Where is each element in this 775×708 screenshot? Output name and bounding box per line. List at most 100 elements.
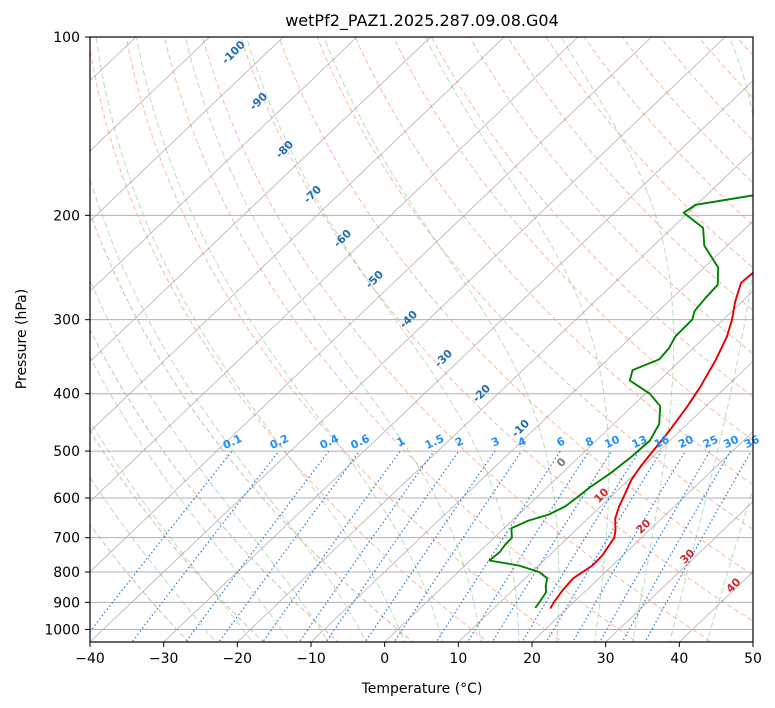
x-tick-label: −30 xyxy=(149,651,179,667)
moist-adiabat-line xyxy=(560,37,675,642)
dry-adiabat-line xyxy=(90,523,190,642)
plot-frame xyxy=(89,36,754,643)
x-tick-label: −10 xyxy=(296,651,326,667)
isotherm-line xyxy=(163,80,753,642)
isotherm-line xyxy=(90,37,210,152)
x-tick-label: 10 xyxy=(449,651,467,667)
isotherm-line xyxy=(90,37,505,433)
dry-adiabat-label: -30 xyxy=(432,347,455,370)
mixing-ratio-line xyxy=(131,450,280,642)
y-axis: 1000 900 800 700 600 500 400 300 200 100 xyxy=(44,30,90,638)
mixing-ratio-line xyxy=(364,450,496,642)
x-tick-label: 50 xyxy=(744,651,762,667)
dry-adiabat-label: -80 xyxy=(273,138,296,161)
dry-adiabat-line xyxy=(621,37,753,184)
dewpoint-line xyxy=(488,194,753,609)
moist-adiabat-label: 30 xyxy=(678,546,698,566)
dry-adiabat-line xyxy=(430,37,753,398)
dry-adiabat-line xyxy=(163,37,638,642)
mixing-ratio-label: 16 xyxy=(652,433,672,451)
moist-adiabat-line xyxy=(706,487,753,642)
mixing-ratio-line xyxy=(521,450,640,642)
isotherm-line xyxy=(90,37,726,642)
mixing-ratio-label: 13 xyxy=(630,433,649,451)
dry-adiabat-label: -100 xyxy=(219,38,248,67)
x-tick-label: 40 xyxy=(670,651,688,667)
isotherm-line xyxy=(752,641,753,642)
mixing-ratio-label: 3 xyxy=(489,434,501,449)
isotherm-line xyxy=(679,571,753,642)
x-tick-label: 20 xyxy=(523,651,541,667)
mixing-ratio-label: 36 xyxy=(742,433,762,451)
mixing-ratio-label: 2 xyxy=(453,434,465,449)
data-series xyxy=(488,194,753,610)
mixing-ratio-label: 8 xyxy=(583,434,595,449)
moist-adiabat-line xyxy=(323,37,560,642)
dry-adiabat-line xyxy=(469,37,753,355)
mixing-ratio-line xyxy=(185,450,330,642)
dry-adiabat-line xyxy=(90,429,265,642)
isotherm-line xyxy=(310,220,753,642)
mixing-ratio-label: 10 xyxy=(603,433,623,451)
mixing-ratio-line xyxy=(572,450,686,642)
moist-adiabat-line xyxy=(669,37,753,642)
mixing-ratio-label: 25 xyxy=(701,433,720,451)
isotherm-line xyxy=(90,37,358,292)
dry-adiabat-label: -90 xyxy=(247,90,270,113)
dry-adiabat-line xyxy=(90,328,339,642)
dry-adiabat-label: -50 xyxy=(363,268,386,291)
dry-adiabat-line xyxy=(507,37,753,312)
y-tick-label: 200 xyxy=(53,208,80,224)
dry-adiabat-line xyxy=(697,37,753,99)
y-tick-label: 500 xyxy=(53,444,80,460)
background-lines xyxy=(90,24,775,654)
isotherm-line xyxy=(90,37,431,362)
dry-adiabat-label: -70 xyxy=(301,183,324,206)
dry-adiabat-line xyxy=(763,24,775,654)
temperature-line xyxy=(549,271,753,610)
mixing-ratio-line xyxy=(298,450,435,642)
moist-adiabat-line xyxy=(185,37,482,642)
isotherm-line xyxy=(90,37,652,573)
mixing-ratio-label: 0.4 xyxy=(318,432,341,452)
mixing-ratio-label: 0.1 xyxy=(221,432,244,452)
isotherm-line xyxy=(605,501,753,642)
dry-adiabat-line xyxy=(90,211,414,642)
moist-adiabat-line xyxy=(90,419,254,642)
mixing-ratio-label: 0.6 xyxy=(349,432,372,452)
mixing-ratio-line xyxy=(218,450,361,642)
mixing-ratio-label: 6 xyxy=(555,434,568,449)
mixing-ratio-line xyxy=(491,450,613,642)
y-tick-label: 400 xyxy=(53,387,80,403)
mixing-ratio-label: 20 xyxy=(676,433,696,451)
moist-adiabat-line xyxy=(90,476,216,642)
mixing-ratio-line xyxy=(435,450,561,642)
chart-title: wetPf2_PAZ1.2025.287.09.08.G04 xyxy=(285,11,559,31)
isotherm-line xyxy=(458,360,753,642)
mixing-ratio-line xyxy=(599,450,711,642)
mixing-ratio-line xyxy=(621,450,732,642)
mixing-ratio-label: 30 xyxy=(721,433,741,451)
dry-adiabat-line xyxy=(354,37,753,486)
y-axis-label: Pressure (hPa) xyxy=(14,289,30,389)
mixing-ratio-label: 1.5 xyxy=(423,432,446,452)
dry-adiabat-line xyxy=(278,37,753,576)
moist-adiabat-line xyxy=(136,37,444,642)
isotherm-line xyxy=(90,37,579,503)
x-tick-label: −20 xyxy=(223,651,253,667)
x-axis-label: Temperature (°C) xyxy=(361,681,483,697)
y-tick-label: 300 xyxy=(53,313,80,329)
moist-adiabat-line xyxy=(90,278,329,642)
mixing-ratio-line xyxy=(545,450,662,642)
dry-adiabat-line xyxy=(545,37,753,269)
isotherm-line xyxy=(90,37,284,222)
y-tick-label: 100 xyxy=(53,30,80,46)
moist-adiabat-label: 40 xyxy=(724,575,744,595)
dry-adiabat-label: -40 xyxy=(397,308,420,331)
dry-adiabat-line xyxy=(392,37,753,442)
moist-adiabat-label: 20 xyxy=(634,516,654,536)
dry-adiabat-line xyxy=(202,37,713,642)
dry-adiabat-line xyxy=(659,37,753,142)
x-axis: −40 −30 −20 −10 0 10 20 30 40 50 xyxy=(75,642,762,667)
